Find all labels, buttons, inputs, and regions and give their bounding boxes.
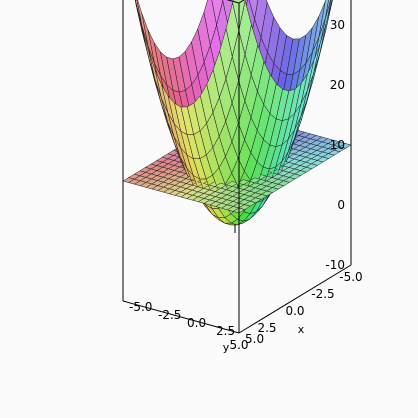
y-tick-label: 2.5 (216, 324, 235, 338)
y-tick-label: 5.0 (245, 332, 264, 346)
surfaces (122, 0, 352, 226)
z-tick-label: 20 (330, 78, 345, 92)
y-tick-label: -5.0 (129, 300, 152, 314)
surface-patch (331, 0, 333, 2)
y-tick-label: 0.0 (187, 316, 206, 330)
surface-patch (134, 0, 136, 3)
y-tick-label: -2.5 (158, 308, 181, 322)
x-tick-label: -5.0 (339, 270, 362, 284)
x-tick-label: 0.0 (285, 304, 304, 318)
bounding-box-front (122, 0, 352, 334)
box-edge (122, 300, 240, 334)
z-tick-label: -10 (325, 258, 345, 272)
x-tick-label: 2.5 (257, 321, 276, 335)
x-tick-label: 5.0 (229, 338, 248, 352)
y-axis-label: y (223, 341, 230, 354)
x-axis-label: x (298, 323, 305, 336)
tick-labels: -100102030405.02.50.0-2.5-5.0-5.0-2.50.0… (129, 18, 363, 354)
x-tick-label: -2.5 (311, 287, 334, 301)
box-edge (238, 264, 352, 334)
z-tick-label: 10 (330, 138, 345, 152)
z-tick-label: 30 (330, 18, 345, 32)
z-tick-label: 0 (337, 198, 345, 212)
